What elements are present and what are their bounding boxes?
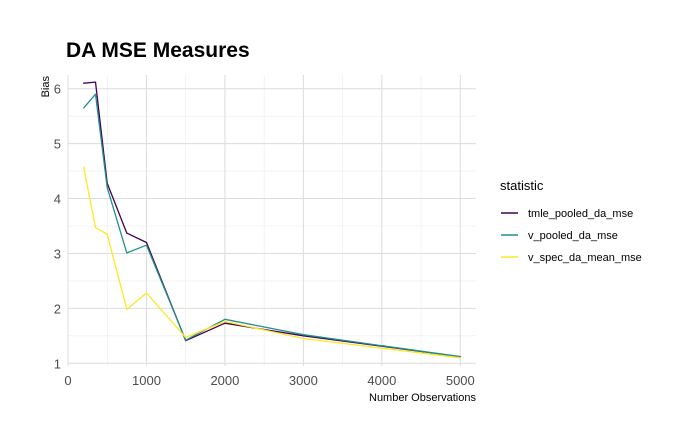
x-tick-label: 4000 xyxy=(367,373,396,388)
legend-items: tmle_pooled_da_mse v_pooled_da_mse v_spec_… xyxy=(501,208,642,264)
legend-item: v_spec_da_mean_mse xyxy=(501,252,642,264)
legend-label: tmle_pooled_da_mse xyxy=(528,208,633,220)
series-line-tmle-pooled-da-mse xyxy=(83,81,461,358)
x-tick-label: 5000 xyxy=(446,373,475,388)
x-tick-label: 0 xyxy=(64,373,71,388)
y-tick-label: 6 xyxy=(54,82,61,97)
y-tick-label: 4 xyxy=(54,192,61,207)
y-tick-label: 3 xyxy=(54,246,61,261)
plot-series xyxy=(83,81,461,359)
legend-item: v_pooled_da_mse xyxy=(501,230,618,242)
legend-item: tmle_pooled_da_mse xyxy=(501,208,633,220)
y-tick-label: 2 xyxy=(54,301,61,316)
x-tick-label: 2000 xyxy=(210,373,239,388)
x-tick-label: 1000 xyxy=(132,373,161,388)
y-axis-label: Bias xyxy=(40,76,52,98)
y-tick-label: 1 xyxy=(54,356,61,371)
legend: statistic tmle_pooled_da_mse v_pooled_da_… xyxy=(500,178,642,264)
series-line-v-pooled-da-mse xyxy=(83,93,461,358)
legend-label: v_spec_da_mean_mse xyxy=(528,252,642,264)
x-tick-label: 3000 xyxy=(289,373,318,388)
chart-title: DA MSE Measures xyxy=(66,39,250,62)
axis-ticks: 0 1000 2000 3000 4000 5000 1 2 3 4 5 6 xyxy=(54,82,475,388)
y-tick-label: 5 xyxy=(54,137,61,152)
series-line-v-spec-da-mean-mse xyxy=(83,166,461,359)
legend-label: v_pooled_da_mse xyxy=(528,230,618,242)
legend-title: statistic xyxy=(500,178,544,193)
grid xyxy=(67,75,476,366)
x-axis-label: Number Observations xyxy=(369,392,476,404)
